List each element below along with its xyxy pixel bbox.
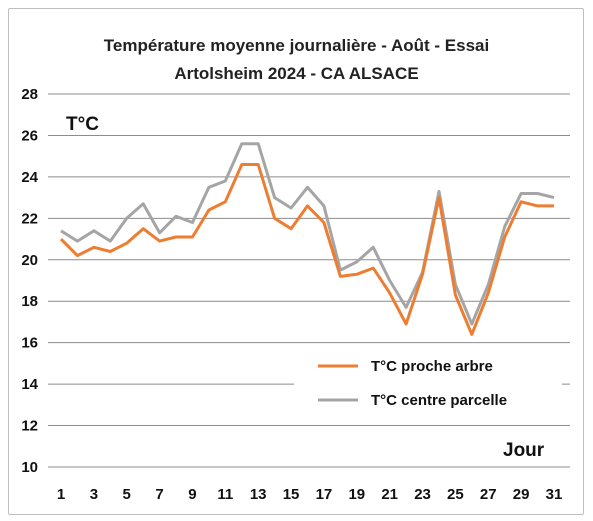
y-tick-label: 12 bbox=[21, 418, 38, 435]
legend-label: T°C centre parcelle bbox=[371, 392, 507, 409]
chart-frame bbox=[8, 8, 584, 515]
x-tick-label: 13 bbox=[250, 486, 267, 503]
y-tick-label: 24 bbox=[21, 169, 38, 186]
x-tick-label: 9 bbox=[188, 486, 196, 503]
x-tick-label: 1 bbox=[57, 486, 65, 503]
series-line-proche-arbre bbox=[59, 163, 554, 336]
chart-title-line2: Artolsheim 2024 - CA ALSACE bbox=[174, 64, 419, 83]
y-tick-label: 10 bbox=[21, 459, 38, 476]
legend: T°C proche arbre T°C centre parcelle bbox=[294, 346, 562, 418]
y-tick-label: 16 bbox=[21, 335, 38, 352]
x-tick-label: 31 bbox=[546, 486, 563, 503]
y-tick-label: 28 bbox=[21, 86, 38, 103]
chart-title-line1: Température moyenne journalière - Août -… bbox=[103, 36, 490, 55]
x-tick-label: 3 bbox=[90, 486, 98, 503]
y-tick-labels: 10 12 14 16 18 20 22 24 26 28 bbox=[21, 86, 38, 476]
x-tick-label: 25 bbox=[447, 486, 464, 503]
series-lines bbox=[59, 142, 555, 336]
x-tick-labels: 1 3 5 7 9 11 13 15 17 19 21 23 25 27 29 31 bbox=[57, 486, 563, 503]
y-tick-label: 20 bbox=[21, 252, 38, 269]
x-tick-label: 19 bbox=[348, 486, 365, 503]
x-tick-label: 17 bbox=[316, 486, 333, 503]
x-tick-label: 29 bbox=[513, 486, 530, 503]
legend-label: T°C proche arbre bbox=[371, 358, 493, 375]
y-tick-label: 26 bbox=[21, 127, 38, 144]
x-tick-label: 27 bbox=[480, 486, 497, 503]
legend-box bbox=[294, 346, 562, 418]
y-axis-label: T°C bbox=[66, 114, 99, 135]
x-tick-label: 15 bbox=[283, 486, 300, 503]
series-line-centre-parcelle bbox=[60, 142, 555, 326]
y-tick-label: 18 bbox=[21, 293, 38, 310]
x-tick-label: 7 bbox=[155, 486, 163, 503]
x-tick-label: 5 bbox=[123, 486, 131, 503]
x-tick-label: 21 bbox=[381, 486, 398, 503]
x-axis-label: Jour bbox=[503, 440, 545, 461]
y-tick-label: 14 bbox=[21, 376, 38, 393]
x-tick-label: 23 bbox=[414, 486, 431, 503]
y-tick-label: 22 bbox=[21, 210, 38, 227]
x-tick-label: 11 bbox=[217, 486, 233, 503]
